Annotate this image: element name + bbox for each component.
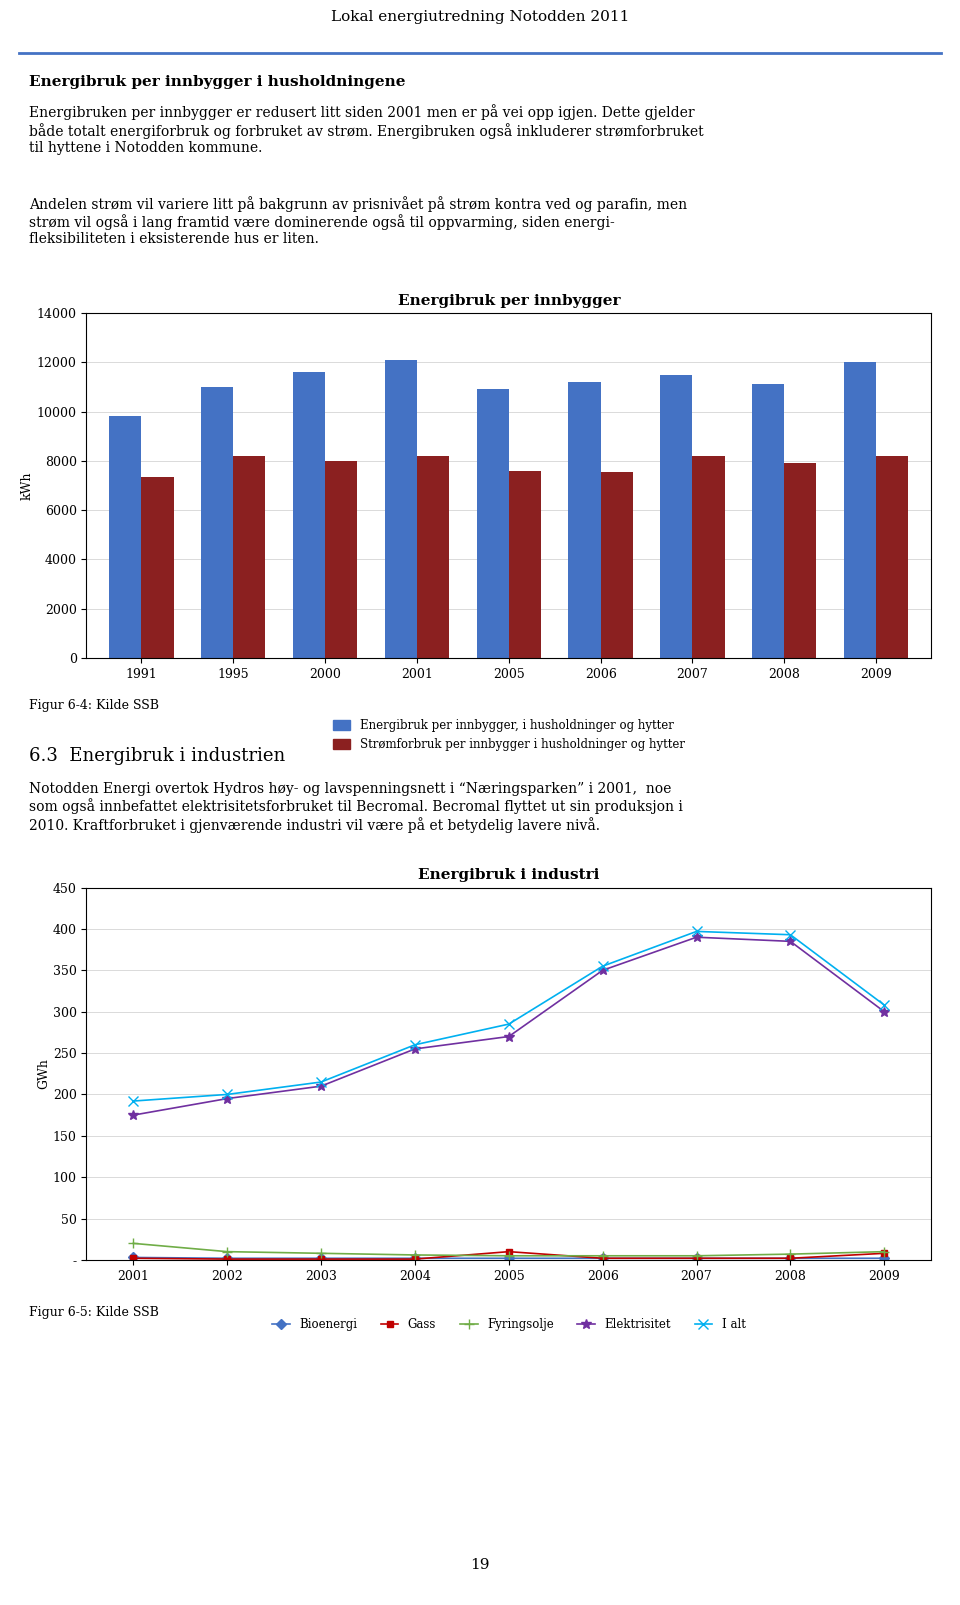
Gass [315, 1249, 326, 1268]
Elektrisitet [597, 961, 609, 981]
I alt [409, 1035, 420, 1054]
Fyringsolje [597, 1245, 609, 1265]
Bioenergi [878, 1249, 890, 1268]
Gass [222, 1249, 233, 1268]
Elektrisitet [315, 1077, 326, 1096]
Gass [597, 1249, 609, 1268]
Bar [477, 390, 509, 658]
Bioenergi [597, 1249, 609, 1268]
Text: Lokal energiutredning Notodden 2011: Lokal energiutredning Notodden 2011 [331, 10, 629, 24]
Elektrisitet [691, 928, 703, 947]
Line: Elektrisitet: Elektrisitet [129, 933, 889, 1120]
Title: Energibruk i industri: Energibruk i industri [419, 868, 599, 883]
Bar [385, 360, 417, 658]
I alt [691, 921, 703, 941]
Y-axis label: kWh: kWh [21, 472, 34, 499]
Text: Figur 6-4: Kilde SSB: Figur 6-4: Kilde SSB [29, 698, 158, 713]
Text: Andelen strøm vil variere litt på bakgrunn av prisnivået på strøm kontra ved og : Andelen strøm vil variere litt på bakgru… [29, 196, 687, 246]
Line: I alt: I alt [129, 926, 889, 1106]
Fyringsolje [878, 1242, 890, 1262]
Y-axis label: GWh: GWh [36, 1058, 50, 1090]
Legend: Bioenergi, Gass, Fyringsolje, Elektrisitet, I alt: Bioenergi, Gass, Fyringsolje, Elektrisit… [267, 1313, 751, 1335]
Bar [293, 372, 325, 658]
Bioenergi [691, 1249, 703, 1268]
Elektrisitet [222, 1088, 233, 1107]
Line: Gass: Gass [130, 1249, 888, 1263]
Elektrisitet [784, 933, 796, 952]
Bar [601, 472, 633, 658]
Bar [325, 461, 357, 658]
I alt [222, 1085, 233, 1104]
I alt [128, 1091, 139, 1111]
Fyringsolje [503, 1245, 515, 1265]
I alt [878, 995, 890, 1014]
Bar [109, 417, 141, 658]
Gass [878, 1244, 890, 1263]
Fyringsolje [784, 1244, 796, 1263]
Text: Energibruk per innbygger i husholdningene: Energibruk per innbygger i husholdningen… [29, 75, 405, 88]
Gass [128, 1249, 139, 1268]
Bioenergi [503, 1249, 515, 1268]
Bar [202, 387, 233, 658]
Bar [568, 382, 601, 658]
Bar [752, 385, 784, 658]
I alt [503, 1014, 515, 1034]
Elektrisitet [503, 1027, 515, 1046]
Bar [876, 456, 908, 658]
Fyringsolje [315, 1244, 326, 1263]
Bioenergi [128, 1247, 139, 1266]
Legend: Energibruk per innbygger, i husholdninger og hytter, Strømforbruk per innbygger : Energibruk per innbygger, i husholdninge… [328, 714, 689, 756]
Bar [660, 374, 692, 658]
Text: 19: 19 [470, 1558, 490, 1571]
Fyringsolje [222, 1242, 233, 1262]
Gass [691, 1249, 703, 1268]
Gass [784, 1249, 796, 1268]
Text: Figur 6-5: Kilde SSB: Figur 6-5: Kilde SSB [29, 1305, 158, 1319]
Bar [141, 477, 174, 658]
Elektrisitet [409, 1040, 420, 1059]
Title: Energibruk per innbygger: Energibruk per innbygger [397, 294, 620, 308]
Bioenergi [409, 1249, 420, 1268]
Text: Notodden Energi overtok Hydros høy- og lavspenningsnett i “Næringsparken” i 2001: Notodden Energi overtok Hydros høy- og l… [29, 782, 683, 833]
Fyringsolje [409, 1245, 420, 1265]
Fyringsolje [691, 1245, 703, 1265]
Fyringsolje [128, 1234, 139, 1254]
Bar [509, 470, 540, 658]
I alt [784, 924, 796, 944]
Bar [417, 456, 449, 658]
Text: Energibruken per innbygger er redusert litt siden 2001 men er på vei opp igjen. : Energibruken per innbygger er redusert l… [29, 104, 704, 154]
Gass [409, 1249, 420, 1268]
Bar [844, 363, 876, 658]
I alt [315, 1072, 326, 1091]
Elektrisitet [128, 1106, 139, 1125]
Bioenergi [315, 1249, 326, 1268]
Line: Fyringsolje: Fyringsolje [129, 1239, 889, 1260]
Bioenergi [784, 1249, 796, 1268]
Bioenergi [222, 1249, 233, 1268]
Bar [692, 456, 725, 658]
Bar [784, 464, 816, 658]
Elektrisitet [878, 1002, 890, 1021]
Bar [233, 456, 266, 658]
Line: Bioenergi: Bioenergi [130, 1254, 888, 1262]
I alt [597, 957, 609, 976]
Text: 6.3  Energibruk i industrien: 6.3 Energibruk i industrien [29, 746, 285, 766]
Gass [503, 1242, 515, 1262]
